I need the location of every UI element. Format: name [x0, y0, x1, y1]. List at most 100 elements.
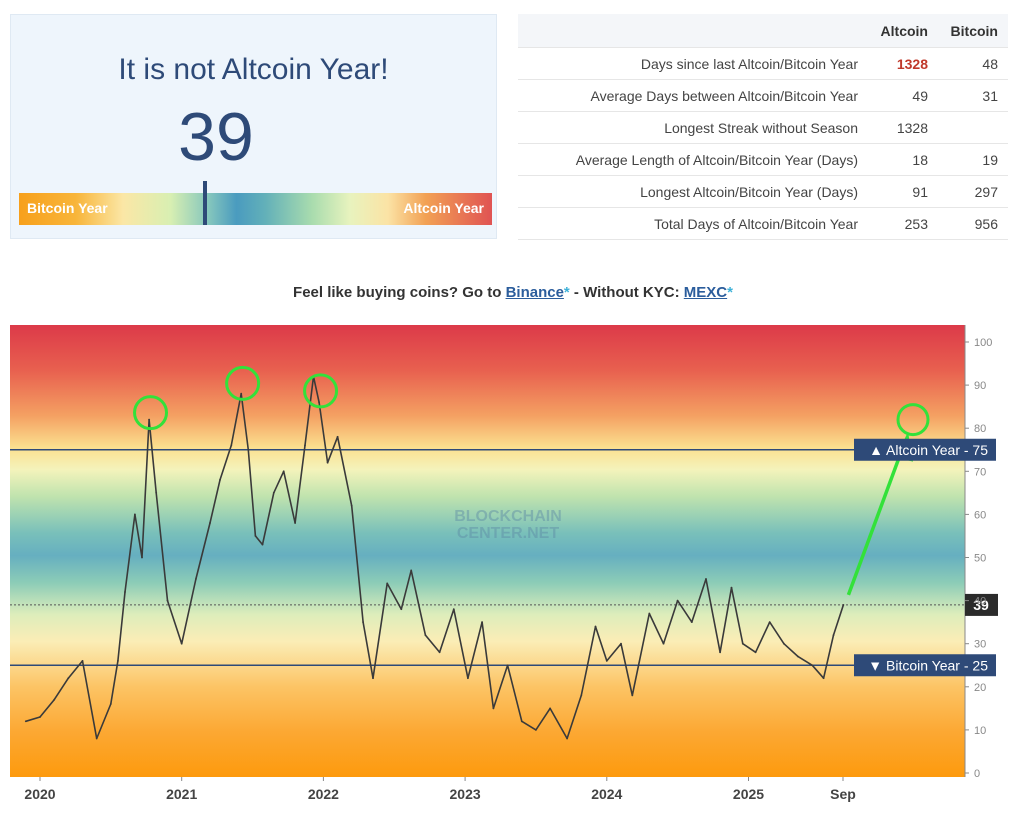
row-bitcoin-value — [938, 111, 1008, 144]
y-tick-label: 100 — [974, 337, 992, 349]
mexc-link[interactable]: MEXC — [683, 284, 728, 301]
row-label: Average Days between Altcoin/Bitcoin Yea… — [518, 79, 868, 112]
y-tick-label: 50 — [974, 553, 986, 565]
row-bitcoin-value: 956 — [938, 207, 1008, 240]
data-point — [318, 401, 320, 404]
data-point — [141, 556, 143, 559]
table-row: Average Length of Altcoin/Bitcoin Year (… — [518, 143, 1008, 176]
data-point — [155, 491, 158, 494]
row-bitcoin-value: 297 — [938, 175, 1008, 208]
data-point — [261, 543, 264, 546]
peak-circle-0 — [133, 395, 169, 431]
x-tick-label: 2022 — [308, 786, 339, 802]
table-row: Longest Streak without Season 1328 — [518, 111, 1008, 144]
threshold-tag-bg — [854, 654, 996, 677]
data-point — [240, 392, 243, 395]
row-bitcoin-value: 19 — [938, 143, 1008, 176]
x-tick-label: Sep — [830, 786, 856, 802]
data-point — [549, 707, 551, 710]
data-point — [336, 435, 339, 438]
y-tick-label: 0 — [974, 768, 980, 780]
gauge-value: 39 — [178, 99, 254, 175]
promo-middle: - Without KYC: — [569, 284, 684, 301]
data-point — [492, 707, 495, 710]
season-gauge-panel: It is not Altcoin Year! 39 Bitcoin Year … — [10, 14, 497, 239]
threshold-label: ▲ Altcoin Year - 75 — [869, 442, 988, 458]
row-label: Days since last Altcoin/Bitcoin Year — [518, 47, 868, 80]
data-point — [53, 698, 56, 701]
data-point — [535, 729, 537, 731]
row-altcoin-value: 18 — [868, 143, 938, 176]
y-tick-label: 90 — [974, 380, 986, 392]
data-point — [594, 625, 597, 628]
data-point — [467, 677, 469, 680]
data-point — [350, 504, 353, 507]
data-point — [783, 642, 785, 645]
data-point — [326, 461, 329, 464]
x-axis-area — [10, 777, 1006, 810]
data-point — [741, 642, 744, 645]
row-bitcoin-value: 31 — [938, 79, 1008, 112]
data-point — [705, 578, 707, 580]
row-altcoin-value: 91 — [868, 175, 938, 208]
threshold-tag-bg — [854, 438, 996, 461]
data-point — [690, 621, 693, 623]
stats-header-bitcoin: Bitcoin — [938, 14, 1008, 48]
data-point — [81, 660, 84, 662]
data-point — [254, 535, 257, 537]
data-point — [272, 491, 275, 494]
data-point — [768, 621, 771, 623]
y-axis-area — [965, 325, 1006, 777]
threshold-tag-1: ▼ Bitcoin Year - 25 — [854, 654, 996, 677]
peak-circle-1 — [225, 365, 261, 401]
stats-header-row: Altcoin Bitcoin — [518, 14, 1008, 48]
data-point — [67, 677, 70, 680]
watermark-line-1: BLOCKCHAIN — [454, 508, 562, 525]
gauge-bitcoin-year-label: Bitcoin Year — [27, 200, 108, 216]
y-tick-label: 30 — [974, 639, 986, 651]
y-tick-label: 70 — [974, 466, 986, 478]
data-point — [148, 418, 151, 421]
x-tick-label: 2021 — [166, 786, 197, 802]
data-point — [506, 664, 509, 667]
row-label: Longest Altcoin/Bitcoin Year (Days) — [518, 175, 868, 208]
row-altcoin-value: 1328 — [868, 47, 938, 80]
data-point — [822, 677, 825, 680]
stats-header-altcoin: Altcoin — [868, 14, 938, 48]
data-point — [219, 479, 221, 481]
table-row: Longest Altcoin/Bitcoin Year (Days) 91 2… — [518, 175, 1008, 208]
watermark: BLOCKCHAIN CENTER.NET — [454, 508, 562, 542]
data-point — [39, 716, 41, 718]
data-point — [372, 677, 374, 680]
table-row: Days since last Altcoin/Bitcoin Year 132… — [518, 47, 1008, 80]
data-point — [109, 703, 112, 705]
trend-arrow — [846, 440, 907, 596]
threshold-tag-0: ▲ Altcoin Year - 75 — [854, 438, 996, 461]
promo-prefix: Feel like buying coins? Go to — [293, 284, 506, 301]
data-point — [410, 569, 413, 572]
data-point — [166, 599, 169, 602]
data-point — [247, 448, 250, 451]
table-row: Average Days between Altcoin/Bitcoin Yea… — [518, 79, 1008, 112]
data-point — [811, 664, 814, 667]
data-point — [580, 694, 583, 697]
y-tick-label: 20 — [974, 682, 986, 694]
binance-link[interactable]: Binance — [505, 284, 564, 301]
data-point — [386, 582, 389, 585]
data-point — [438, 651, 441, 654]
stats-header-label — [518, 14, 868, 48]
data-point — [134, 513, 136, 516]
data-point — [631, 694, 634, 697]
y-tick-label: 10 — [974, 725, 986, 737]
table-row: Total Days of Altcoin/Bitcoin Year 253 9… — [518, 207, 1008, 240]
chart-background — [10, 325, 965, 777]
row-label: Average Length of Altcoin/Bitcoin Year (… — [518, 143, 868, 176]
data-point — [719, 651, 721, 654]
data-point — [481, 621, 483, 623]
data-point — [662, 642, 665, 645]
x-tick-label: 2024 — [591, 786, 622, 802]
y-tick-label: 60 — [974, 509, 986, 521]
data-point — [832, 634, 835, 636]
row-altcoin-value: 253 — [868, 207, 938, 240]
row-altcoin-value: 49 — [868, 79, 938, 112]
